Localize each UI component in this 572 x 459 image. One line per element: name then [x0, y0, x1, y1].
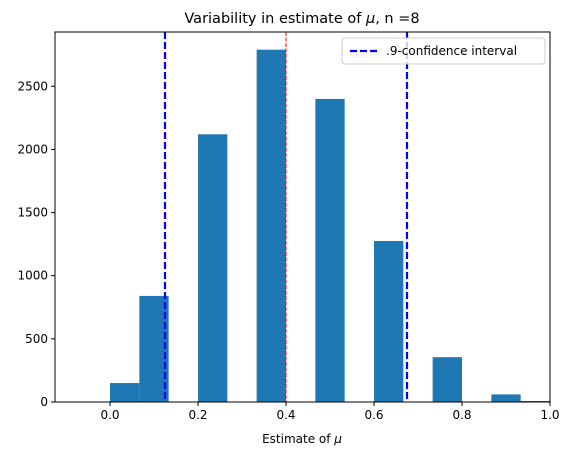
chart-title: Variability in estimate of μ, n =8 [184, 11, 419, 27]
x-tick-label: 0.2 [188, 408, 207, 422]
y-axis-ticks: 0 500 1000 1500 2000 2500 [17, 79, 55, 409]
x-axis-label: Estimate of μ [262, 432, 342, 446]
histogram-bar-6 [432, 357, 462, 402]
x-tick-label: 0.8 [452, 408, 471, 422]
histogram-bar-7 [491, 394, 521, 402]
histogram-bar-1 [139, 295, 169, 402]
x-axis-ticks: 0.0 0.2 0.4 0.6 0.8 1.0 [100, 402, 560, 422]
histogram-bar-8 [520, 400, 550, 402]
x-tick-label: 0.4 [276, 408, 295, 422]
legend: .9-confidence interval [341, 37, 546, 65]
legend-label: .9-confidence interval [386, 44, 517, 58]
y-tick-label: 500 [25, 332, 48, 346]
histogram-bar-3 [256, 49, 286, 403]
reference-lines [163, 32, 409, 402]
x-tick-label: 0.6 [364, 408, 383, 422]
x-tick-label: 1.0 [540, 408, 559, 422]
x-tick-label: 0.0 [100, 408, 119, 422]
bars-group [110, 49, 550, 403]
histogram-bar-2 [198, 134, 228, 402]
histogram-bar-5 [374, 240, 404, 402]
y-tick-label: 2000 [17, 142, 48, 156]
histogram-bar-0 [110, 383, 140, 402]
y-tick-label: 1500 [17, 206, 48, 220]
y-tick-label: 2500 [17, 79, 48, 93]
histogram-bar-4 [315, 98, 345, 402]
y-tick-label: 0 [40, 395, 48, 409]
y-tick-label: 1000 [17, 269, 48, 283]
legend-box [341, 37, 546, 65]
plot-frame [54, 31, 551, 403]
